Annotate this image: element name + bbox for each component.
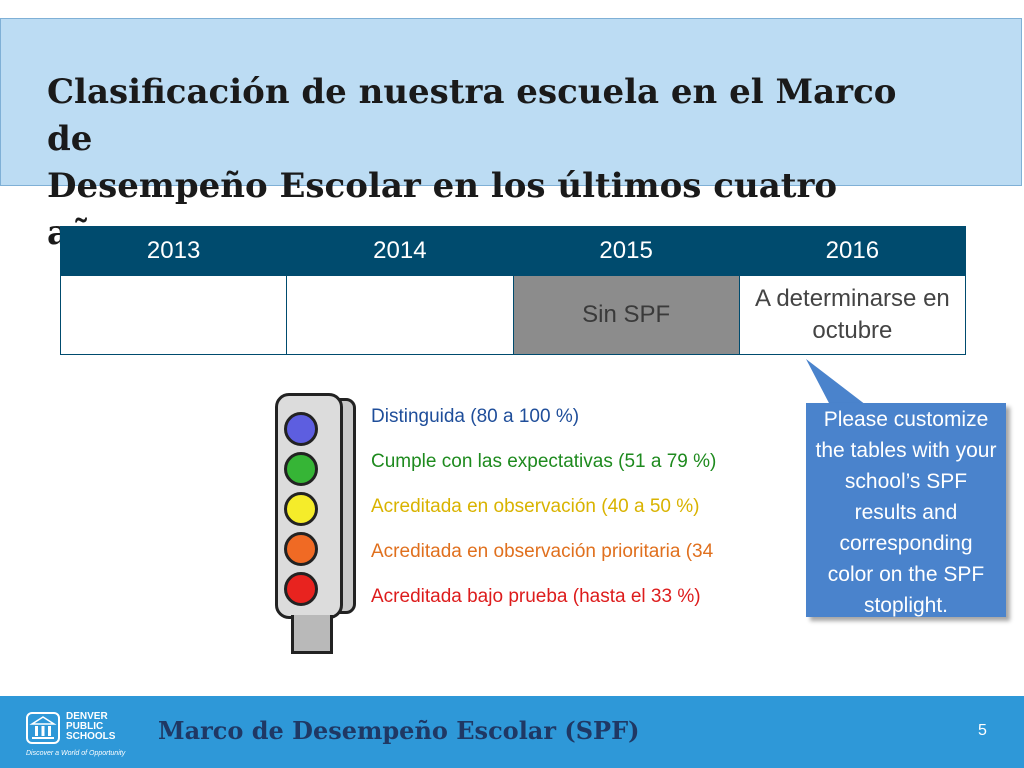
bulb-yellow-icon <box>284 492 318 526</box>
callout-text: Please customize the tables with your sc… <box>815 408 997 617</box>
table-cell-2013 <box>59 275 288 355</box>
logo-line1: DENVER <box>66 711 108 722</box>
table-cell-2014 <box>286 275 514 355</box>
legend-item-prioritaria: Acreditada en observación prioritaria (3… <box>371 541 714 562</box>
legend-item-prueba: Acreditada bajo prueba (hasta el 33 %) <box>371 586 701 607</box>
bulb-red-icon <box>284 572 318 606</box>
callout-pointer-icon <box>806 359 866 405</box>
bulb-green-icon <box>284 452 318 486</box>
table-cell-2016: A determinarse en octubre <box>738 275 967 355</box>
title-banner: Clasificación de nuestra escuela en el M… <box>0 18 1022 253</box>
school-building-icon <box>26 712 60 744</box>
legend-item-cumple: Cumple con las expectativas (51 a 79 %) <box>371 451 717 472</box>
legend-item-observacion: Acreditada en observación (40 a 50 %) <box>371 496 700 517</box>
footer-title: Marco de Desempeño Escolar (SPF) <box>158 716 640 745</box>
table-header-cell: 2013 <box>59 226 288 276</box>
slide-title-line2: Desempeño Escolar en los últimos cuatro … <box>47 166 838 253</box>
table-header-cell: 2014 <box>286 226 514 276</box>
table-header-cell: 2015 <box>512 226 740 276</box>
bulb-blue-icon <box>284 412 318 446</box>
logo-line2: PUBLIC <box>66 721 104 732</box>
slide-title: Clasificación de nuestra escuela en el M… <box>47 69 947 257</box>
slide-title-line1: Clasificación de nuestra escuela en el M… <box>47 72 897 159</box>
dps-logo: DENVER PUBLIC SCHOOLS Discover a World o… <box>26 712 126 764</box>
logo-tagline: Discover a World of Opportunity <box>26 750 126 757</box>
stoplight-pole <box>291 615 333 654</box>
logo-wordmark: DENVER PUBLIC SCHOOLS <box>66 712 115 742</box>
customize-callout: Please customize the tables with your sc… <box>806 403 1006 617</box>
table-row: Sin SPF A determinarse en octubre <box>59 275 967 355</box>
bulb-orange-icon <box>284 532 318 566</box>
table-header-cell: 2016 <box>738 226 967 276</box>
table-cell-2015: Sin SPF <box>512 275 740 355</box>
legend-item-distinguida: Distinguida (80 a 100 %) <box>371 406 580 427</box>
page-number: 5 <box>978 722 987 739</box>
logo-line3: SCHOOLS <box>66 731 116 742</box>
footer-bar: DENVER PUBLIC SCHOOLS Discover a World o… <box>0 696 1024 768</box>
spf-rating-table: 2013 2014 2015 2016 Sin SPF A determinar… <box>59 226 967 355</box>
spf-legend: Distinguida (80 a 100 %) Cumple con las … <box>371 402 716 627</box>
table-header-row: 2013 2014 2015 2016 <box>59 226 967 276</box>
